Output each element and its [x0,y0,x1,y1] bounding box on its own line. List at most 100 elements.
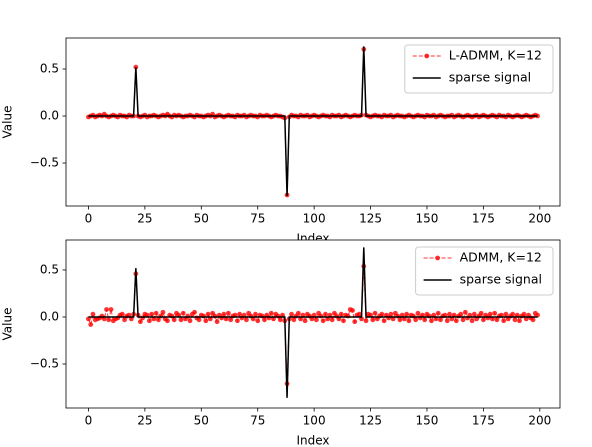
data-point [104,307,109,312]
data-point [205,311,211,317]
x-tick-label: 100 [303,212,326,226]
data-point [88,322,94,327]
series-line [88,46,538,196]
x-tick-label: 200 [528,212,551,226]
x-tick-label: 150 [416,414,439,428]
data-point [90,311,96,317]
data-point [435,310,441,316]
data-point [501,318,507,324]
data-point [469,318,475,324]
data-point [302,318,308,324]
data-point [295,310,301,316]
data-point [341,318,346,324]
data-point [487,311,493,317]
data-point [471,311,477,317]
y-tick-label: 0.5 [40,262,59,276]
data-point [480,317,486,323]
data-point [313,317,319,323]
data-point [447,311,452,317]
axes-frame [65,37,561,207]
data-point [453,318,459,324]
x-tick-label: 0 [85,414,93,428]
data-point [422,317,428,323]
data-point [323,311,328,317]
data-point [234,318,240,324]
data-point [521,311,527,317]
data-point [149,311,155,317]
y-axis-label: Value [1,106,15,139]
axes: 0 25 50 75 100 125 150 175 200−0.50.00.5IndexVal… [1,37,561,246]
data-point [178,317,184,323]
data-point [438,317,443,323]
data-point [510,311,516,317]
data-point [352,319,358,325]
data-point [429,318,434,324]
data-point [397,317,403,323]
data-point [415,310,421,316]
x-tick-label: 25 [137,414,152,428]
data-point [268,310,274,316]
data-point [146,318,152,324]
data-point [180,310,186,316]
data-point [291,317,297,323]
data-point [262,317,267,323]
data-point [196,317,202,323]
legend-marker [424,53,430,59]
data-point [458,311,464,317]
x-tick-label: 50 [194,414,209,428]
data-point [153,310,159,316]
y-tick-label: 0.0 [40,309,59,323]
data-point [289,311,294,317]
data-point [478,310,484,316]
x-tick-label: 100 [303,414,326,428]
data-point [388,311,394,317]
data-point [370,317,376,323]
data-point [192,309,197,315]
data-point [329,317,335,323]
data-point [244,317,249,323]
data-point [225,310,231,316]
data-point [517,318,522,324]
legend-label: ADMM, K=12 [460,250,542,265]
y-tick-label: 0.5 [40,62,59,76]
data-point [530,317,536,323]
data-point [221,311,227,317]
x-tick-label: 175 [472,414,495,428]
data-point [237,311,243,317]
data-point [106,317,112,323]
data-point [122,317,127,323]
y-tick-label: −0.5 [30,156,59,170]
x-tick-label: 75 [250,414,265,428]
data-point [356,311,362,317]
data-point [253,311,258,317]
data-point [460,317,466,323]
data-point [228,317,234,323]
x-tick-label: 50 [194,212,209,226]
x-tick-label: 200 [528,414,551,428]
data-point [137,319,143,325]
axes: 0 25 50 75 100 125 150 175 200−0.50.00.5IndexVal… [1,239,561,447]
plot-layer [86,46,540,198]
data-point [381,318,387,324]
data-point [255,318,261,324]
data-point [444,318,450,324]
data-point [108,307,114,312]
data-point [379,311,385,317]
data-point [512,317,518,323]
x-tick-label: 0 [85,212,93,226]
plot-layer [86,247,540,398]
data-point [156,317,161,323]
data-point [503,311,509,317]
series-line [88,247,538,398]
x-tick-label: 25 [137,212,152,226]
x-tick-label: 125 [359,212,382,226]
data-point [363,318,369,324]
legend: ADMM, K=12 sparse signal [415,246,554,296]
x-tick-label: 75 [250,212,265,226]
y-tick-label: 0.0 [40,109,59,123]
data-point [494,317,500,323]
y-axis-label: Value [1,308,15,341]
x-tick-label: 150 [416,212,439,226]
